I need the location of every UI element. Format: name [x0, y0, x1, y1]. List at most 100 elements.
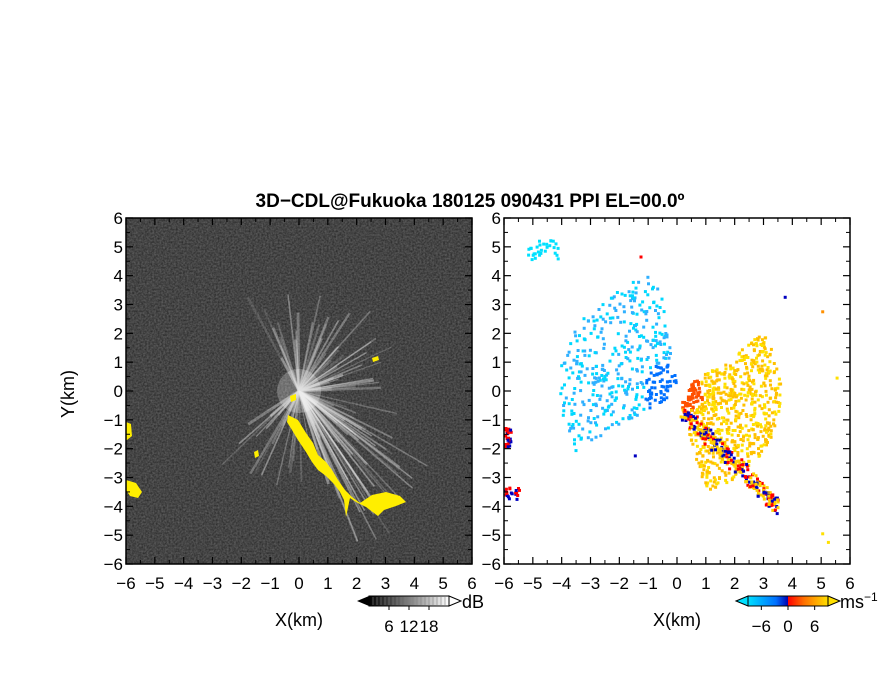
velocity-pixel-strip [745, 464, 749, 468]
velocity-pixel-approaching [641, 300, 645, 304]
velocity-pixel-receding [699, 407, 703, 411]
velocity-pixel-receding [758, 370, 761, 374]
velocity-pixel-west-edge [509, 428, 513, 432]
velocity-pixel-approaching [619, 320, 623, 324]
velocity-pixel-receding [711, 370, 715, 373]
velocity-pixel-receding [733, 403, 737, 406]
velocity-pixel-receding [725, 428, 729, 431]
left-y-tick-label: 3 [114, 296, 123, 315]
velocity-pixel-approaching [617, 352, 621, 356]
snr-ray [298, 351, 367, 392]
velocity-pixel-receding [700, 471, 704, 475]
velocity-pixel-approaching [569, 426, 573, 430]
velocity-pixel-northwest [556, 257, 560, 261]
right-x-tick-label: 2 [730, 574, 739, 593]
velocity-pixel-approaching [639, 334, 643, 338]
velocity-pixel-approaching [576, 376, 580, 380]
velocity-pixel-receding [706, 445, 710, 448]
snr-ray [272, 390, 300, 410]
velocity-pixel-receding [746, 394, 750, 398]
velocity-pixel-approaching [595, 394, 599, 397]
snr-ray-southeast [298, 390, 360, 481]
velocity-pixel-receding [753, 433, 757, 437]
velocity-pixel-approaching [634, 397, 638, 401]
velocity-pixel-receding [720, 469, 724, 473]
velocity-pixel-receding [756, 437, 760, 441]
velocity-pixel-receding [760, 338, 764, 342]
velocity-pixel-receding [754, 390, 757, 394]
velocity-pixel-strip [732, 460, 736, 464]
velocity-pixel-receding [731, 429, 735, 432]
velocity-pixel-receding [742, 388, 746, 392]
velocity-pixel-approaching [567, 376, 571, 380]
velocity-pixel-approaching [606, 426, 610, 430]
velocity-pixel-receding [696, 408, 699, 412]
velocity-pixel-northwest [530, 258, 534, 262]
velocity-pixel-receding [757, 452, 761, 456]
velocity-pixel-approaching [654, 393, 658, 396]
velocity-pixel-strip [679, 415, 683, 419]
velocity-pixel-approaching [636, 348, 640, 352]
velocity-pixel-approaching [605, 409, 609, 412]
velocity-pixel-approaching [622, 320, 626, 324]
velocity-pixel-receding [762, 345, 766, 349]
velocity-pixel-receding [761, 342, 765, 346]
velocity-pixel-approaching [631, 280, 635, 284]
velocity-pixel-approaching [608, 316, 612, 320]
velocity-pixel-northwest [539, 251, 543, 255]
left-x-axis-label: X(km) [275, 610, 323, 630]
left-y-tick-label: −5 [104, 526, 123, 545]
velocity-pixel-receding [707, 451, 711, 455]
velocity-pixel-strip [754, 485, 758, 489]
velocity-pixel-approaching [674, 381, 678, 385]
velocity-pixel-approaching [589, 409, 593, 412]
velocity-pixel-receding [694, 439, 698, 443]
snr-ray [298, 346, 339, 392]
snr-ray [298, 390, 355, 420]
velocity-pixel-receding [729, 421, 733, 425]
velocity-pixel-approaching [602, 377, 605, 381]
velocity-pixel-receding [749, 451, 753, 454]
velocity-pixel-strip [761, 494, 765, 498]
velocity-pixel-receding [697, 386, 701, 390]
snr-ray [221, 390, 300, 466]
velocity-pixel-receding [689, 397, 693, 401]
left-y-tick-label: −2 [104, 440, 123, 459]
velocity-pixel-approaching [660, 332, 664, 336]
velocity-pixel-approaching [642, 335, 646, 339]
snr-ray-southeast [298, 390, 413, 479]
snr-ray [281, 390, 301, 427]
snr-ray [278, 336, 301, 392]
velocity-pixel-receding [722, 420, 726, 424]
velocity-pixel-receding [718, 477, 721, 480]
velocity-pixel-approaching [599, 394, 603, 398]
velocity-pixel-strip [734, 472, 738, 476]
velocity-pixel-approaching [658, 306, 662, 309]
snr-colorbar: 6 12 18 dB [357, 592, 484, 636]
velocity-pixel-receding [753, 412, 757, 416]
velocity-pixel-receding [712, 448, 716, 452]
velocity-pixel-receding [764, 438, 767, 442]
velocity-pixel-receding [748, 385, 752, 389]
velocity-pixel-strip [684, 419, 688, 422]
velocity-pixel-approaching [657, 316, 661, 320]
velocity-pixel-southwest [515, 497, 519, 501]
velocity-pixel-receding [762, 381, 766, 385]
velocity-pixel-approaching [596, 379, 600, 383]
snr-ray [298, 386, 332, 392]
velocity-pixel-southwest [517, 487, 520, 490]
velocity-pixel-receding [707, 471, 711, 475]
velocity-pixel-approaching [663, 342, 666, 346]
snr-ray [298, 386, 382, 393]
velocity-colorbar-tick-label: 0 [783, 617, 792, 636]
velocity-pixel-approaching [638, 344, 642, 348]
velocity-pixel-receding [682, 410, 686, 414]
velocity-pixel-approaching [596, 335, 600, 339]
velocity-pixel-approaching [647, 282, 650, 286]
snr-colorbar-tick-label: 6 [384, 617, 393, 636]
velocity-pixel-receding [730, 389, 733, 392]
velocity-pixel-receding [703, 393, 707, 397]
velocity-pixel-strip [729, 453, 733, 457]
velocity-pixel-approaching [583, 349, 587, 353]
velocity-pixel-receding [763, 363, 767, 367]
